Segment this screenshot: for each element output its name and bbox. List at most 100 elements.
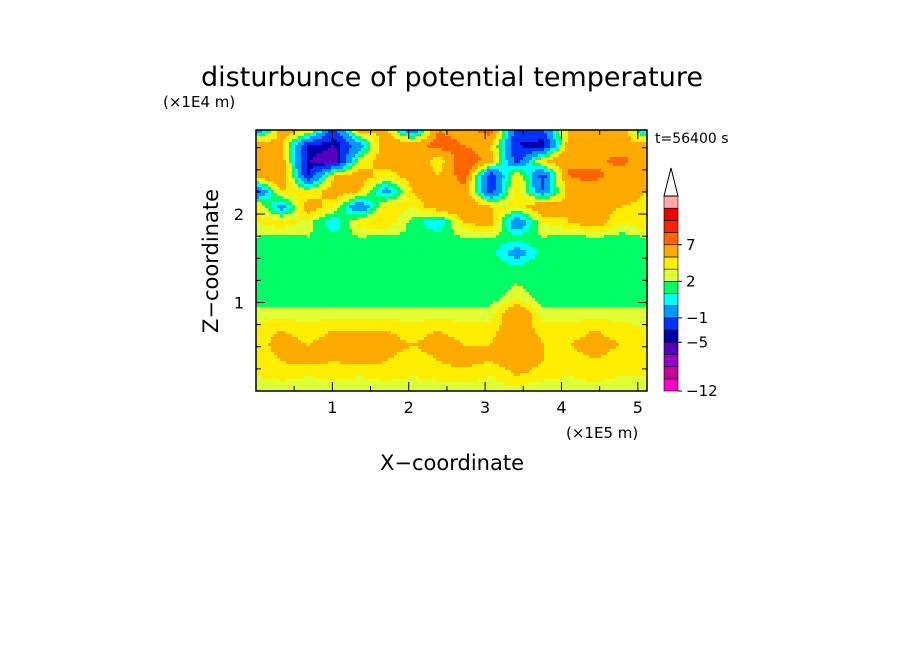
field-cell xyxy=(622,142,626,146)
field-cell xyxy=(391,172,395,176)
field-cell xyxy=(316,169,320,173)
field-cell xyxy=(349,184,353,188)
field-cell xyxy=(352,133,356,137)
field-cell xyxy=(364,226,368,230)
field-cell xyxy=(442,133,446,137)
field-cell xyxy=(559,187,563,191)
field-cell xyxy=(298,217,302,221)
field-cell xyxy=(598,178,602,182)
field-cell xyxy=(286,154,290,158)
field-cell xyxy=(385,178,389,182)
field-cell xyxy=(505,193,509,197)
field-cell xyxy=(274,235,278,239)
field-cell xyxy=(328,133,332,137)
field-cell xyxy=(607,175,611,179)
field-cell xyxy=(571,142,575,146)
field-cell xyxy=(583,196,587,200)
field-cell xyxy=(574,178,578,182)
field-cell xyxy=(538,193,542,197)
field-cell xyxy=(316,160,320,164)
field-cell xyxy=(421,151,425,155)
field-cell xyxy=(460,214,464,218)
field-cell xyxy=(475,211,479,215)
field-cell xyxy=(541,223,545,227)
field-cell xyxy=(289,208,293,212)
field-cell xyxy=(382,235,386,239)
field-cell xyxy=(358,154,362,158)
field-cell xyxy=(283,202,287,206)
field-cell xyxy=(577,154,581,158)
field-cell xyxy=(637,241,641,245)
field-cell xyxy=(292,217,296,221)
field-cell xyxy=(499,172,503,176)
field-cell xyxy=(634,175,638,179)
field-cell xyxy=(466,235,470,239)
field-cell xyxy=(373,178,377,182)
field-cell xyxy=(454,217,458,221)
field-cell xyxy=(517,223,521,227)
field-cell xyxy=(520,202,524,206)
field-cell xyxy=(316,235,320,239)
field-cell xyxy=(304,217,308,221)
field-cell xyxy=(445,154,449,158)
field-cell xyxy=(433,187,437,191)
field-cell xyxy=(334,154,338,158)
field-cell xyxy=(526,169,530,173)
field-cell xyxy=(448,139,452,143)
field-cell xyxy=(472,226,476,230)
field-cell xyxy=(379,145,383,149)
field-cell xyxy=(562,190,566,194)
field-cell xyxy=(436,208,440,212)
field-cell xyxy=(418,175,422,179)
field-cell xyxy=(358,175,362,179)
field-cell xyxy=(313,160,317,164)
field-cell xyxy=(505,217,509,221)
field-cell xyxy=(478,178,482,182)
field-cell xyxy=(580,190,584,194)
field-cell xyxy=(454,235,458,239)
field-cell xyxy=(526,199,530,203)
field-cell xyxy=(268,196,272,200)
field-cell xyxy=(343,232,347,236)
field-cell xyxy=(409,166,413,170)
field-cell xyxy=(400,241,404,245)
field-cell xyxy=(391,226,395,230)
field-cell xyxy=(337,184,341,188)
field-cell xyxy=(523,226,527,230)
field-cell xyxy=(331,193,335,197)
field-cell xyxy=(376,226,380,230)
field-cell xyxy=(331,172,335,176)
field-cell xyxy=(508,196,512,200)
field-cell xyxy=(328,130,332,134)
field-cell xyxy=(475,199,479,203)
field-cell xyxy=(262,130,266,134)
field-cell xyxy=(628,220,632,224)
field-cell xyxy=(322,178,326,182)
field-cell xyxy=(331,226,335,230)
field-cell xyxy=(436,178,440,182)
field-cell xyxy=(541,238,545,242)
field-cell xyxy=(295,196,299,200)
field-cell xyxy=(280,139,284,143)
field-cell xyxy=(589,154,593,158)
field-cell xyxy=(292,136,296,140)
field-cell xyxy=(271,151,275,155)
field-cell xyxy=(604,220,608,224)
field-cell xyxy=(424,181,428,185)
field-cell xyxy=(616,154,620,158)
field-cell xyxy=(454,226,458,230)
field-cell xyxy=(310,211,314,215)
field-cell xyxy=(553,208,557,212)
field-cell xyxy=(643,178,647,182)
field-cell xyxy=(409,157,413,161)
field-cell xyxy=(613,130,617,134)
field-cell xyxy=(562,184,566,188)
field-cell xyxy=(445,172,449,176)
field-cell xyxy=(532,178,536,182)
field-cell xyxy=(610,196,614,200)
field-cell xyxy=(628,148,632,152)
field-cell xyxy=(451,217,455,221)
field-cell xyxy=(577,196,581,200)
field-cell xyxy=(496,202,500,206)
field-cell xyxy=(643,193,647,197)
